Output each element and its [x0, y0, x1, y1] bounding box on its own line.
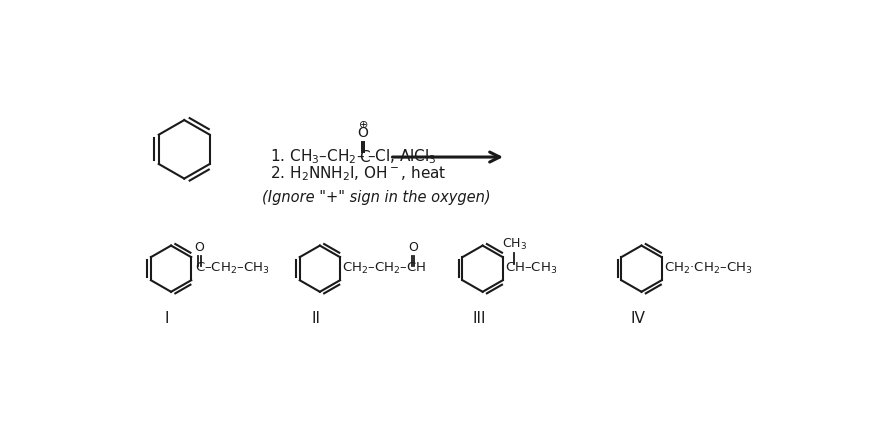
Text: II: II	[312, 311, 320, 326]
Text: CH–CH$_3$: CH–CH$_3$	[505, 261, 558, 276]
Text: CH$_3$: CH$_3$	[502, 237, 527, 252]
Text: IV: IV	[630, 311, 645, 326]
Text: O: O	[358, 126, 368, 140]
Text: O: O	[195, 241, 204, 254]
Text: 1. CH$_3$–CH$_2$–: 1. CH$_3$–CH$_2$–	[270, 148, 365, 167]
Text: O: O	[408, 241, 419, 254]
Text: $\oplus$: $\oplus$	[358, 119, 368, 130]
Text: –Cl, AlCl$_3$: –Cl, AlCl$_3$	[367, 148, 437, 167]
Text: CH$_2$–CH$_2$–CH: CH$_2$–CH$_2$–CH	[342, 261, 427, 276]
Text: C: C	[358, 150, 369, 164]
Text: C–CH$_2$–CH$_3$: C–CH$_2$–CH$_3$	[195, 261, 270, 276]
Text: I: I	[165, 311, 169, 326]
Text: (Ignore "+" sign in the oxygen): (Ignore "+" sign in the oxygen)	[262, 190, 490, 204]
Text: CH$_2$·CH$_2$–CH$_3$: CH$_2$·CH$_2$–CH$_3$	[664, 261, 752, 276]
Text: III: III	[472, 311, 486, 326]
Text: 2. H$_2$NNH$_2$I, OH$^-$, heat: 2. H$_2$NNH$_2$I, OH$^-$, heat	[270, 165, 446, 183]
